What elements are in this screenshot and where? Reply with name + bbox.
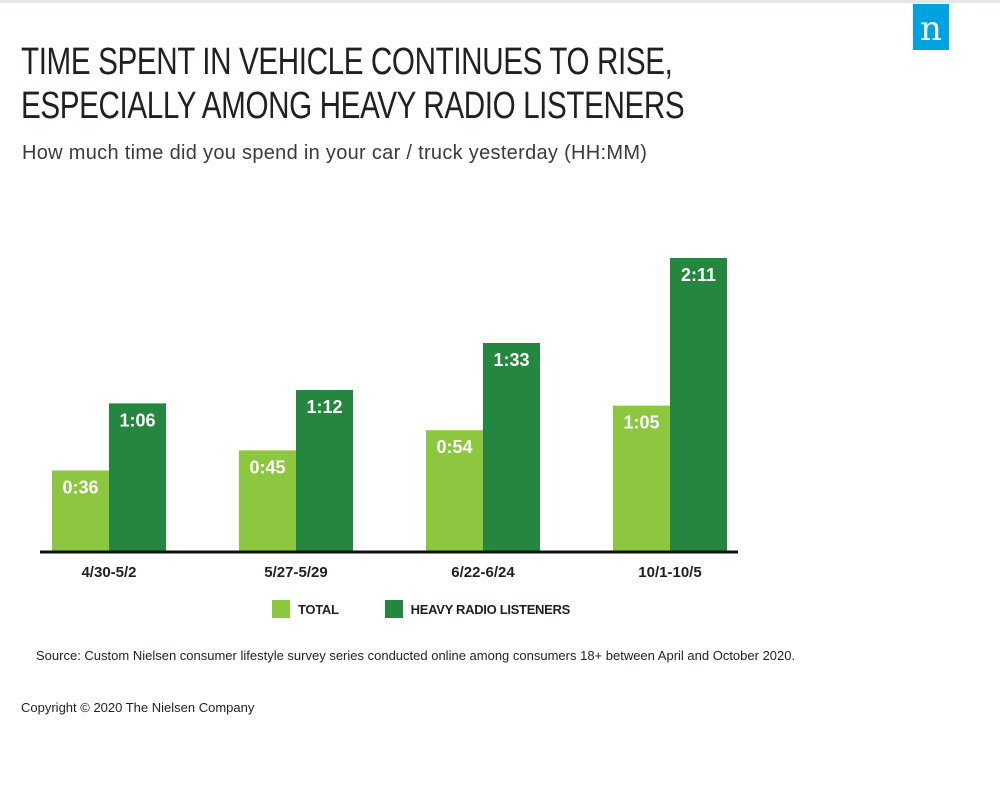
legend-swatch-total <box>272 600 290 618</box>
bar-total-1 <box>239 450 296 551</box>
data-label-heavy-radio-1: 1:12 <box>306 397 342 417</box>
legend-label-total: TOTAL <box>298 601 339 617</box>
data-label-heavy-radio-2: 1:33 <box>493 350 529 370</box>
chart-title-line1: TIME SPENT IN VEHICLE CONTINUES TO RISE, <box>21 41 673 83</box>
bar-total-2 <box>426 430 483 551</box>
data-label-total-3: 1:05 <box>623 413 659 433</box>
bar-heavy-radio-1 <box>296 389 353 551</box>
bar-chart: 0:36 1:06 4/30-5/2 0:45 1:12 5/27-5/29 0:54 1:3… <box>40 258 738 581</box>
legend-swatch-heavy-radio <box>384 600 403 618</box>
legend-item-heavy-radio: HEAVY RADIO LISTENERS <box>384 600 571 618</box>
data-label-heavy-radio-0: 1:06 <box>119 410 155 430</box>
bar-total-0 <box>52 470 109 551</box>
chart-title: TIME SPENT IN VEHICLE CONTINUES TO RISE,… <box>21 40 692 128</box>
bar-total-3 <box>613 405 670 551</box>
chart-title-line2: ESPECIALLY AMONG HEAVY RADIO LISTENERS <box>21 85 685 127</box>
data-label-total-1: 0:45 <box>249 457 285 477</box>
bar-heavy-radio-2 <box>483 342 540 551</box>
copyright: Copyright © 2020 The Nielsen Company <box>21 700 255 715</box>
legend-label-heavy-radio: HEAVY RADIO LISTENERS <box>410 601 571 617</box>
data-label-total-0: 0:36 <box>62 477 98 497</box>
source-note: Source: Custom Nielsen consumer lifestyl… <box>36 648 796 663</box>
category-label-0: 4/30-5/2 <box>81 564 136 581</box>
legend: TOTAL HEAVY RADIO LISTENERS <box>272 600 616 618</box>
data-label-heavy-radio-3: 2:11 <box>681 265 716 285</box>
data-label-total-2: 0:54 <box>436 437 472 457</box>
category-label-2: 6/22-6/24 <box>451 564 515 581</box>
category-label-3: 10/1-10/5 <box>638 564 701 581</box>
bar-heavy-radio-3 <box>670 258 727 551</box>
top-rule <box>0 0 1000 3</box>
bar-heavy-radio-0 <box>109 403 166 551</box>
nielsen-logo: n <box>913 4 949 50</box>
chart-subtitle: How much time did you spend in your car … <box>22 142 648 164</box>
category-label-1: 5/27-5/29 <box>264 564 327 581</box>
legend-item-total: TOTAL <box>272 600 339 618</box>
